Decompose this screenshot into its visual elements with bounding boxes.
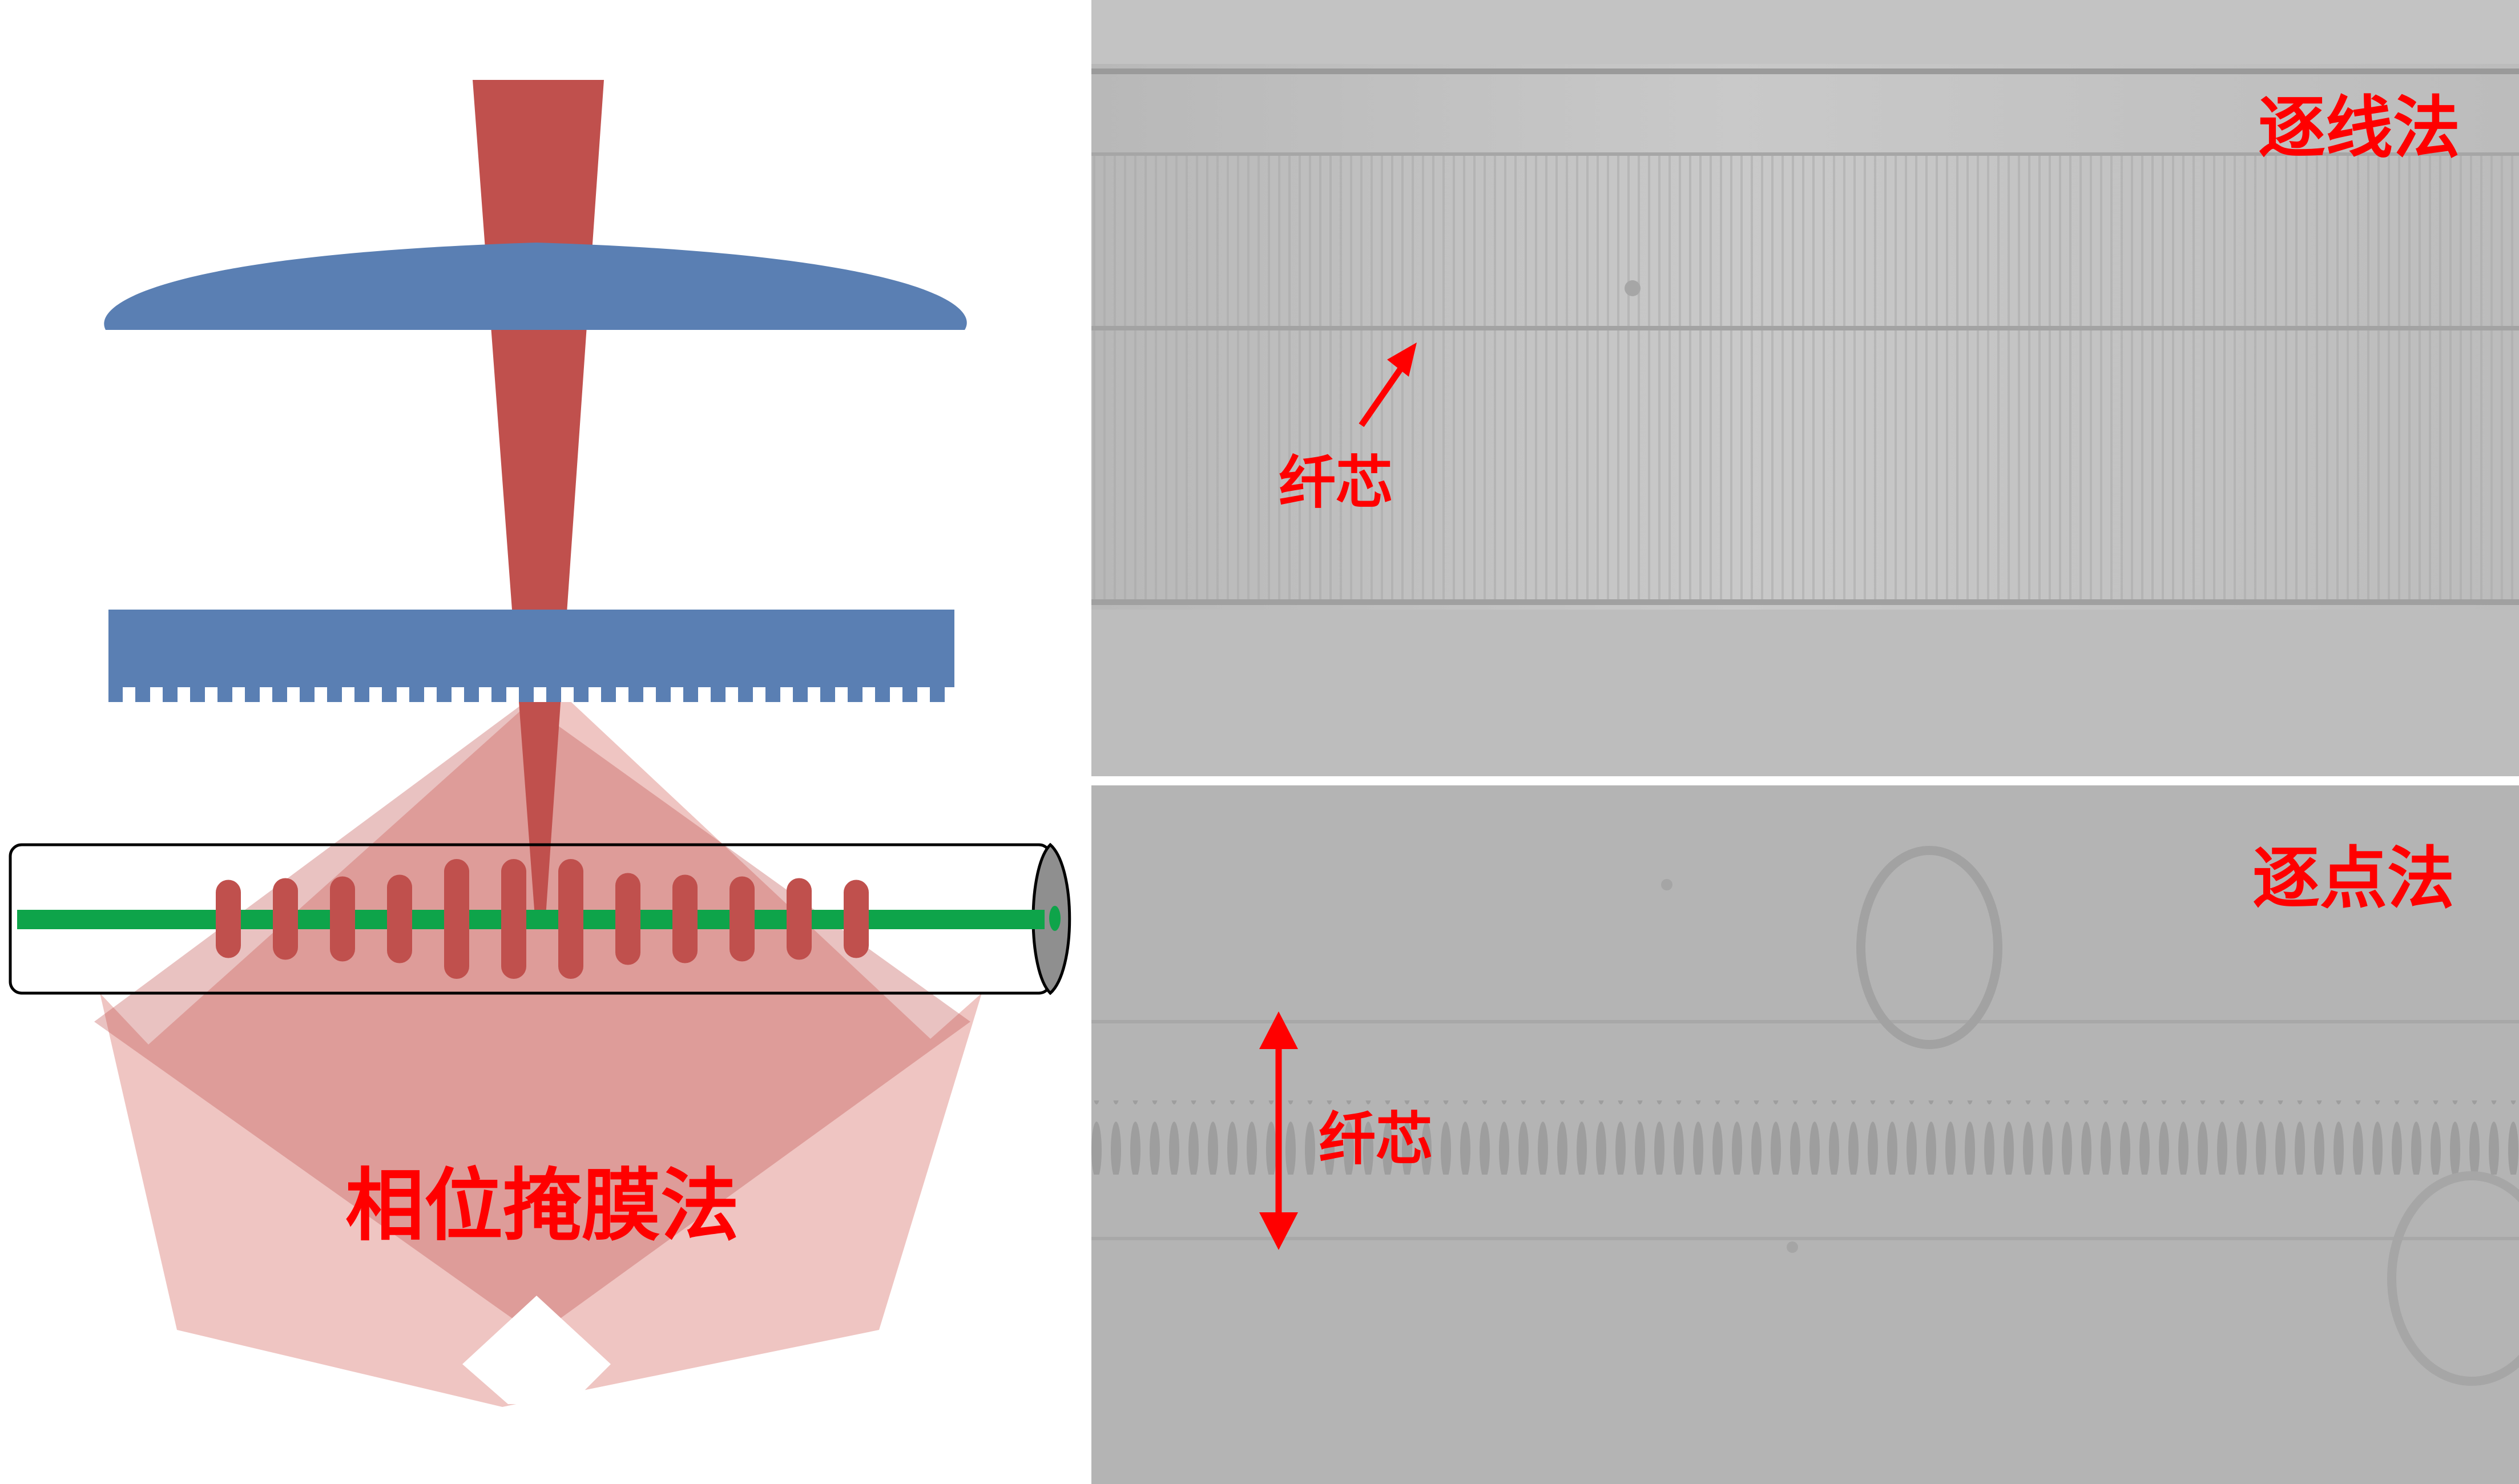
focusing-lens: [104, 243, 967, 330]
mask-tooth: [397, 687, 409, 702]
mask-tooth: [534, 687, 546, 702]
mask-tooth: [835, 687, 848, 702]
grating-bar: [558, 859, 583, 979]
fiber-core-end: [1049, 906, 1061, 931]
mask-tooth: [753, 687, 765, 702]
grating-bar: [387, 874, 412, 963]
mask-tooth: [178, 687, 190, 702]
grating-bar: [787, 878, 812, 960]
mask-tooth: [232, 687, 245, 702]
mask-tooth: [260, 687, 272, 702]
phase-mask-schematic: 相位掩膜法: [9, 80, 1071, 1407]
mask-tooth: [589, 687, 601, 702]
grating-bar: [273, 878, 298, 960]
mask-tooth: [369, 687, 382, 702]
point-by-point-label: 逐点法: [2252, 839, 2454, 918]
mask-tooth: [780, 687, 793, 702]
mask-tooth: [287, 687, 300, 702]
mask-tooth: [561, 687, 574, 702]
mask-tooth: [698, 687, 711, 702]
core-label-bottom: 纤芯: [1319, 1106, 1433, 1172]
grating-bar: [844, 880, 869, 958]
mask-tooth: [150, 687, 163, 702]
double-vertical-arrow-icon: [1259, 1011, 1298, 1250]
phase-mask-label: 相位掩膜法: [345, 1160, 739, 1252]
grating-bar: [501, 859, 526, 979]
diffraction-notch: [462, 1296, 611, 1404]
mask-tooth: [123, 687, 135, 702]
diffraction-fan-outer: [100, 696, 982, 1407]
mask-tooth: [643, 687, 656, 702]
grating-bar: [615, 873, 640, 965]
grating-bar: [672, 874, 698, 963]
mask-tooth: [479, 687, 491, 702]
core-label-top: 纤芯: [1279, 449, 1393, 516]
fiber-core-line: [17, 910, 1045, 929]
mask-tooth: [506, 687, 519, 702]
mask-tooth: [808, 687, 820, 702]
mask-tooth: [205, 687, 217, 702]
grating-bar: [729, 876, 755, 962]
grating-bar: [330, 876, 355, 962]
mask-tooth: [452, 687, 464, 702]
line-by-line-label: 逐线法: [2258, 88, 2460, 167]
phase-mask-plate: [108, 610, 957, 702]
grating-bar: [216, 880, 241, 958]
diagonal-arrow-icon: [1359, 342, 1417, 428]
mask-tooth: [917, 687, 930, 702]
mask-tooth: [862, 687, 875, 702]
mask-tooth: [890, 687, 902, 702]
mask-tooth: [342, 687, 354, 702]
mask-tooth: [616, 687, 628, 702]
mask-tooth: [424, 687, 437, 702]
mask-tooth: [945, 687, 957, 702]
diffraction-fan-inner: [94, 702, 970, 1336]
mask-tooth: [315, 687, 327, 702]
grating-bar: [444, 859, 469, 979]
optical-fiber: [9, 842, 1071, 995]
micrograph-point-by-point: 逐点法 纤芯: [1091, 785, 2519, 1484]
panel-divider: [1091, 776, 2519, 785]
mask-tooth: [671, 687, 683, 702]
mask-tooth: [726, 687, 738, 702]
micrograph-line-by-line: 逐线法 纤芯: [1091, 0, 2519, 776]
